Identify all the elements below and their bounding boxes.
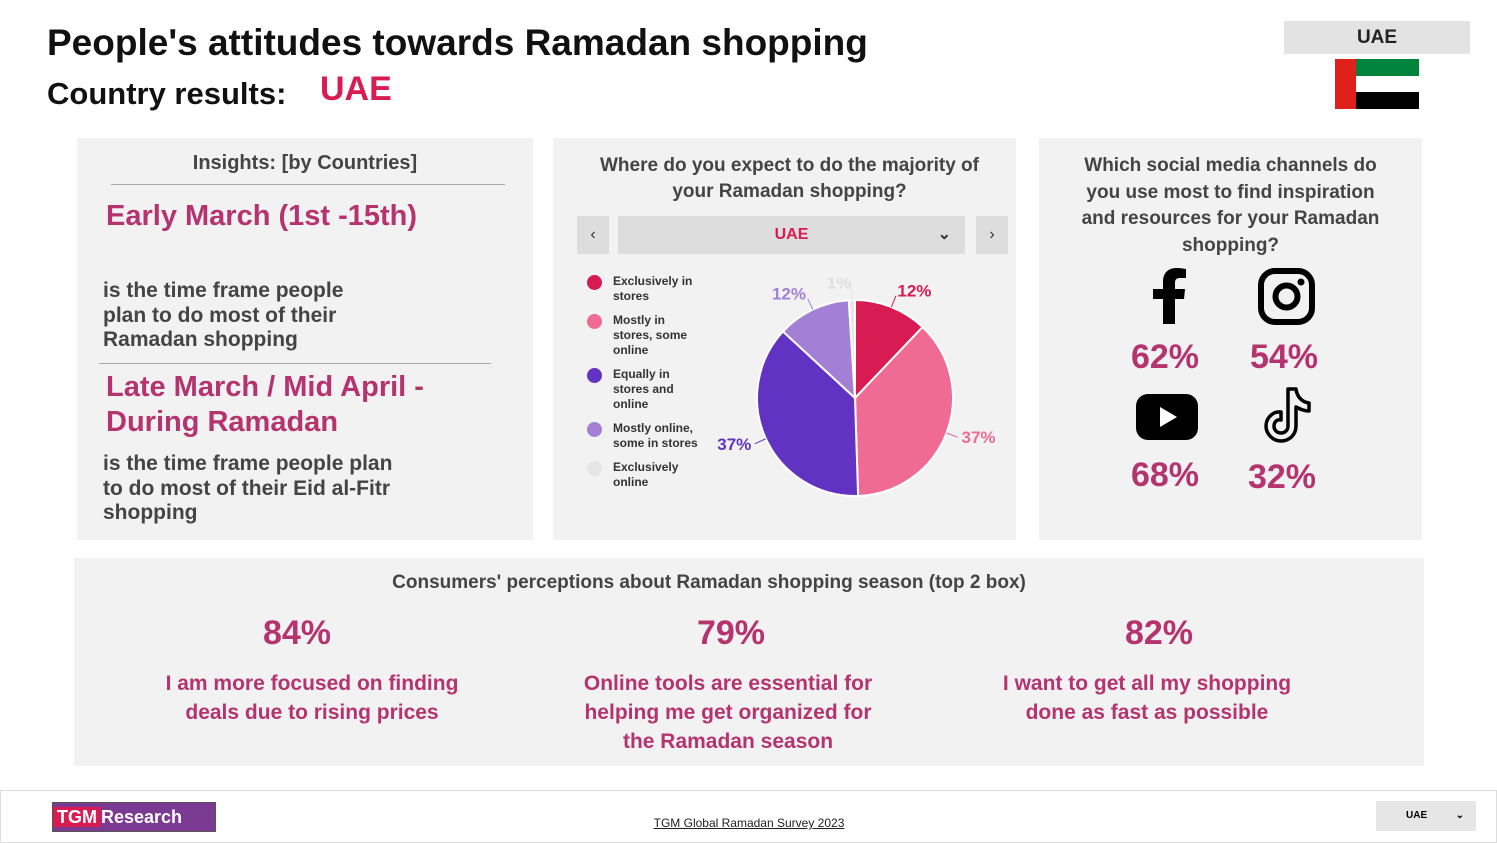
social-share: 68% <box>1130 456 1200 494</box>
country: UAE <box>320 70 392 108</box>
divider <box>99 363 491 364</box>
legend-label: Mostly in stores, some online <box>613 313 688 357</box>
title: People's attitudes towards Ramadan shopp… <box>47 22 868 63</box>
social-share: 54% <box>1249 338 1319 376</box>
legend-label: Equally in stores and online <box>613 367 674 411</box>
youtube-icon <box>1136 394 1198 440</box>
instagram-icon <box>1258 268 1315 325</box>
leader-line <box>807 298 814 310</box>
next-button[interactable]: › <box>976 216 1008 254</box>
perception-text: I want to get all my shopping done as fa… <box>1002 672 1292 724</box>
slice-label: 12% <box>897 282 931 301</box>
insights-title: Insights: [by Countries] <box>192 152 418 174</box>
legend-swatch <box>587 275 602 290</box>
perception-value: 82% <box>1124 614 1194 652</box>
period: Early March (1st -15th) <box>106 200 418 232</box>
slice-label: 37% <box>717 435 751 454</box>
dropdown-value: UAE <box>1406 810 1428 821</box>
social-share: 32% <box>1247 458 1317 496</box>
social-share: 62% <box>1130 338 1200 376</box>
legend-swatch <box>587 461 602 476</box>
logo-research: Research <box>101 807 183 827</box>
leader-line <box>890 295 897 308</box>
footer-dropdown[interactable]: UAE ⌄ <box>1376 801 1476 831</box>
flag <box>1335 59 1419 109</box>
slice-label: 37% <box>961 428 995 447</box>
leader-line <box>754 438 767 445</box>
legend-swatch <box>587 368 602 383</box>
period: Late March / Mid April - During Ramadan <box>106 371 424 438</box>
shopping-panel: Where do you expect to do the majority o… <box>553 138 1016 540</box>
legend-label: Exclusively online <box>613 460 679 489</box>
subtitle: Country results: <box>47 76 287 111</box>
question: Where do you expect to do the majority o… <box>600 155 979 202</box>
insight-text: is the time frame people plan to do most… <box>103 452 393 524</box>
logo: TGM Research <box>52 802 216 832</box>
perception-text: I am more focused on finding deals due t… <box>165 672 459 724</box>
slice-label: 1% <box>827 278 852 293</box>
perceptions-panel: Consumers' perceptions about Ramadan sho… <box>74 558 1424 766</box>
legend: Exclusively in stores Mostly in stores, s… <box>585 274 705 499</box>
country-dropdown[interactable]: UAE ⌄ <box>618 216 965 254</box>
logo-tgm: TGM <box>53 807 101 827</box>
country-badge: UAE <box>1284 21 1470 54</box>
source-link[interactable]: TGM Global Ramadan Survey 2023 <box>653 816 845 830</box>
legend-item: Exclusively in stores <box>585 274 705 304</box>
legend-label: Exclusively in stores <box>613 274 693 303</box>
legend-item: Equally in stores and online <box>585 367 705 412</box>
insight-text: is the time frame people plan to do most… <box>103 279 344 351</box>
insights-panel: Insights: [by Countries] Early March (1s… <box>77 138 533 540</box>
question: Which social media channels do you use m… <box>1081 155 1380 256</box>
social-panel: Which social media channels do you use m… <box>1039 138 1422 540</box>
footer: TGM Research TGM Global Ramadan Survey 20… <box>0 790 1497 843</box>
legend-swatch <box>587 422 602 437</box>
perceptions-title: Consumers' perceptions about Ramadan sho… <box>392 572 1026 593</box>
slice-label: 12% <box>772 285 806 304</box>
legend-item: Exclusively online <box>585 460 705 490</box>
legend-swatch <box>587 314 602 329</box>
perception-value: 79% <box>696 614 766 652</box>
facebook-icon <box>1153 268 1186 324</box>
prev-button[interactable]: ‹ <box>577 216 609 254</box>
divider <box>111 184 505 185</box>
perception-value: 84% <box>262 614 332 652</box>
legend-label: Mostly online, some in stores <box>613 421 698 450</box>
pie-chart: 12% 37% 37% 12% 1% <box>717 278 996 497</box>
legend-item: Mostly online, some in stores <box>585 421 705 451</box>
legend-item: Mostly in stores, some online <box>585 313 705 358</box>
perception-text: Online tools are essential for helping m… <box>583 672 873 753</box>
tiktok-icon <box>1264 387 1311 443</box>
dropdown-value: UAE <box>774 226 809 243</box>
leader-line <box>946 432 958 438</box>
